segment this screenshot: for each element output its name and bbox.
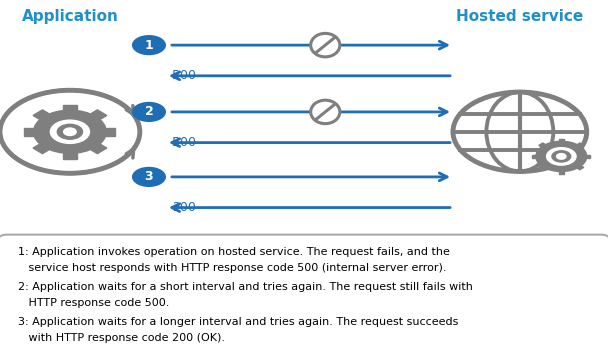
- Polygon shape: [63, 153, 77, 159]
- Polygon shape: [91, 144, 107, 154]
- Ellipse shape: [311, 33, 340, 57]
- Polygon shape: [63, 105, 77, 110]
- Text: 2: 2: [145, 105, 153, 118]
- Polygon shape: [33, 110, 49, 119]
- Polygon shape: [24, 128, 33, 136]
- Circle shape: [132, 167, 166, 187]
- Text: with HTTP response code 200 (OK).: with HTTP response code 200 (OK).: [18, 333, 225, 343]
- Polygon shape: [539, 166, 545, 170]
- Text: 200: 200: [172, 201, 196, 214]
- Circle shape: [556, 153, 566, 159]
- Text: Application: Application: [21, 9, 119, 24]
- Text: service host responds with HTTP response code 500 (internal server error).: service host responds with HTTP response…: [18, 262, 447, 273]
- Ellipse shape: [311, 100, 340, 124]
- Text: 500: 500: [172, 69, 196, 82]
- Circle shape: [536, 141, 587, 171]
- Circle shape: [64, 128, 76, 135]
- Polygon shape: [533, 155, 536, 158]
- Polygon shape: [539, 143, 545, 147]
- Text: Hosted service: Hosted service: [456, 9, 584, 24]
- Polygon shape: [578, 143, 584, 147]
- Polygon shape: [106, 128, 116, 136]
- Circle shape: [132, 102, 166, 122]
- Polygon shape: [587, 155, 590, 158]
- Text: 2: Application waits for a short interval and tries again. The request still fai: 2: Application waits for a short interva…: [18, 282, 473, 292]
- Circle shape: [552, 151, 571, 162]
- Text: 500: 500: [172, 136, 196, 149]
- Polygon shape: [91, 110, 107, 119]
- Circle shape: [547, 148, 576, 165]
- Polygon shape: [33, 144, 49, 154]
- Text: 3: Application waits for a longer interval and tries again. The request succeeds: 3: Application waits for a longer interv…: [18, 317, 458, 327]
- Circle shape: [57, 124, 83, 139]
- Text: 3: 3: [145, 170, 153, 183]
- Polygon shape: [559, 171, 564, 174]
- Polygon shape: [559, 139, 564, 141]
- Text: HTTP response code 500.: HTTP response code 500.: [18, 298, 170, 308]
- FancyBboxPatch shape: [0, 235, 608, 361]
- Polygon shape: [578, 166, 584, 170]
- Circle shape: [33, 110, 106, 153]
- Circle shape: [132, 35, 166, 55]
- Text: 1: 1: [145, 39, 153, 52]
- Circle shape: [50, 120, 89, 143]
- Text: 1: Application invokes operation on hosted service. The request fails, and the: 1: Application invokes operation on host…: [18, 247, 450, 257]
